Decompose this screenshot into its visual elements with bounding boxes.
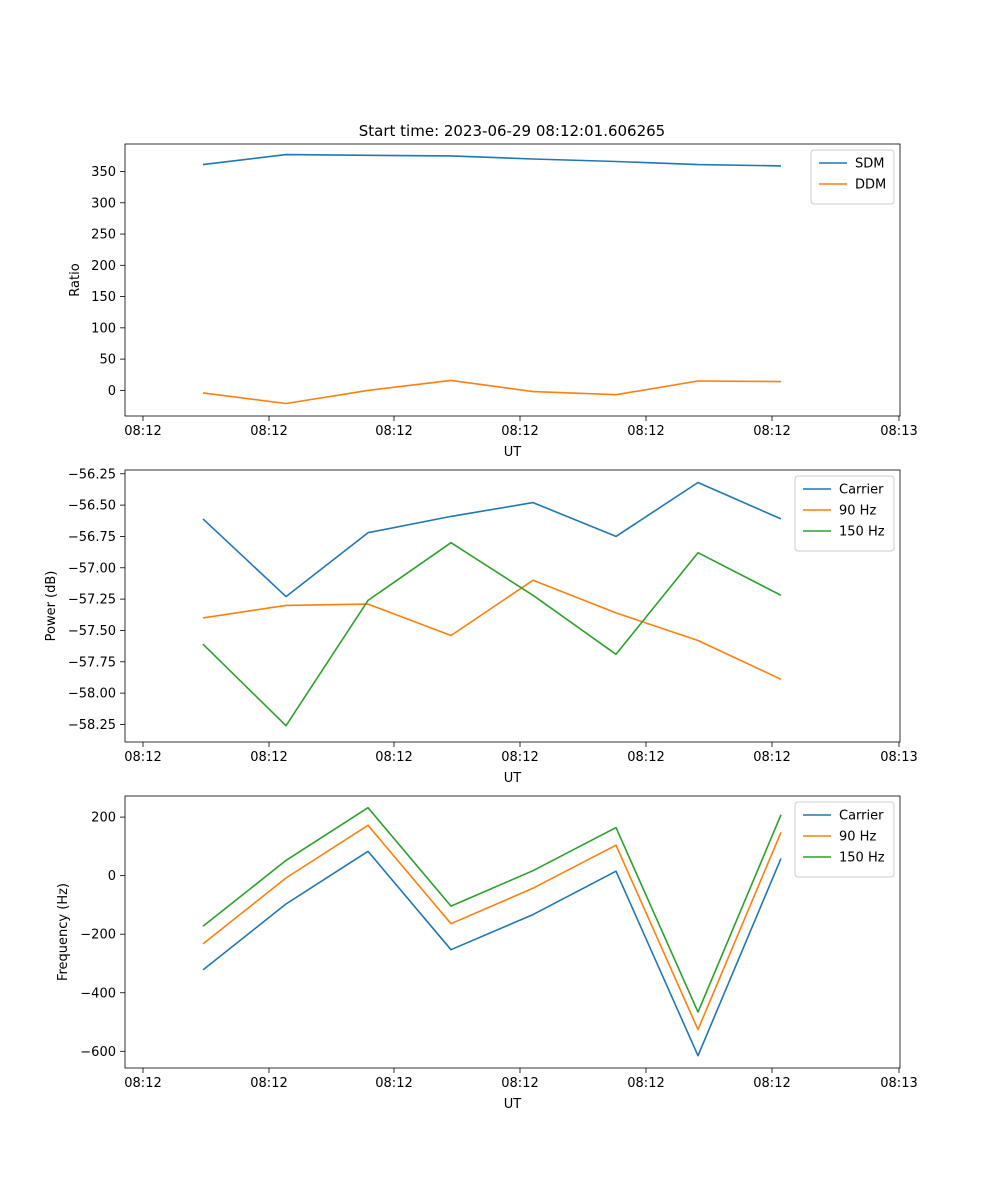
x-tick-label: 08:12 — [124, 1076, 161, 1091]
y-tick-label: 300 — [91, 196, 116, 211]
series-line-150-hz — [202, 806, 782, 1013]
y-tick-label: −200 — [80, 928, 116, 943]
x-axis-label: UT — [504, 1097, 522, 1112]
x-tick-label: 08:12 — [753, 424, 790, 439]
legend-label: Carrier — [839, 483, 884, 498]
legend: Carrier 90 Hz 150 Hz — [794, 801, 895, 878]
x-tick-label: 08:12 — [501, 750, 538, 765]
x-tick-label: 08:12 — [375, 750, 412, 765]
axes-frame — [124, 469, 901, 743]
x-tick-label: 08:12 — [501, 1076, 538, 1091]
y-tick-label: −58.25 — [68, 718, 116, 733]
y-axis-label: Frequency (Hz) — [56, 883, 71, 981]
y-tick-label: −56.75 — [68, 530, 116, 545]
axes-frame — [124, 795, 901, 1069]
legend-label: DDM — [855, 178, 886, 193]
y-axis-label: Power (dB) — [44, 571, 59, 642]
legend-label: 90 Hz — [839, 830, 876, 845]
series-line-carrier — [202, 481, 782, 598]
x-tick-label: 08:12 — [375, 1076, 412, 1091]
x-tick-label: 08:12 — [250, 424, 287, 439]
y-tick-label: 150 — [91, 290, 116, 305]
x-tick-label: 08:12 — [124, 750, 161, 765]
x-tick-label: 08:12 — [753, 1076, 790, 1091]
x-tick-label: 08:12 — [627, 424, 664, 439]
y-tick-label: −600 — [80, 1045, 116, 1060]
legend: SDM DDM — [810, 149, 895, 205]
legend-box — [794, 475, 895, 552]
legend-label: 90 Hz — [839, 504, 876, 519]
x-axis-label: UT — [504, 771, 522, 786]
legend-label: 150 Hz — [839, 525, 885, 540]
x-tick-label: 08:12 — [627, 750, 664, 765]
y-tick-label: −56.50 — [68, 499, 116, 514]
x-tick-label: 08:13 — [880, 1076, 917, 1091]
series-line-150-hz — [202, 541, 782, 727]
x-tick-label: 08:12 — [250, 750, 287, 765]
y-axis-label: Ratio — [68, 263, 83, 296]
legend-label: Carrier — [839, 809, 884, 824]
x-tick-label: 08:12 — [375, 424, 412, 439]
y-tick-label: 50 — [99, 353, 116, 368]
x-tick-label: 08:13 — [880, 750, 917, 765]
y-tick-label: 350 — [91, 165, 116, 180]
figure-title: Start time: 2023-06-29 08:12:01.606265 — [359, 122, 665, 140]
y-tick-label: 250 — [91, 228, 116, 243]
x-tick-label: 08:12 — [627, 1076, 664, 1091]
chart-panel-1: 08:12 08:12 08:12 08:12 08:12 08:12 08:13 UT 0 50… — [68, 143, 918, 460]
x-tick-label: 08:12 — [250, 1076, 287, 1091]
series-line-carrier — [202, 850, 782, 1057]
y-tick-label: 200 — [91, 259, 116, 274]
legend: Carrier 90 Hz 150 Hz — [794, 475, 895, 552]
x-tick-label: 08:12 — [753, 750, 790, 765]
y-tick-label: −57.75 — [68, 655, 116, 670]
y-tick-label: 0 — [108, 869, 116, 884]
x-tick-label: 08:12 — [501, 424, 538, 439]
series-line-sdm — [202, 153, 782, 167]
x-tick-label: 08:12 — [124, 424, 161, 439]
legend-box — [794, 801, 895, 878]
series-line-90-hz — [202, 579, 782, 681]
y-tick-label: −58.00 — [68, 687, 116, 702]
legend-label: 150 Hz — [839, 851, 885, 866]
y-tick-label: 0 — [108, 384, 116, 399]
chart-panel-3: 08:12 08:12 08:12 08:12 08:12 08:12 08:13 UT −60… — [56, 795, 918, 1112]
legend-label: SDM — [855, 157, 884, 172]
y-tick-label: 100 — [91, 321, 116, 336]
y-tick-label: −57.50 — [68, 624, 116, 639]
y-tick-label: 200 — [91, 811, 116, 826]
y-tick-label: −57.25 — [68, 593, 116, 608]
y-tick-label: −57.00 — [68, 561, 116, 576]
y-tick-label: −400 — [80, 986, 116, 1001]
x-tick-label: 08:13 — [880, 424, 917, 439]
series-line-ddm — [202, 379, 782, 405]
chart-panel-2: 08:12 08:12 08:12 08:12 08:12 08:12 08:13 UT −58… — [44, 467, 918, 786]
series-line-90-hz — [202, 824, 782, 1031]
y-tick-label: −56.25 — [68, 467, 116, 482]
x-axis-label: UT — [504, 445, 522, 460]
axes-frame — [124, 143, 901, 417]
